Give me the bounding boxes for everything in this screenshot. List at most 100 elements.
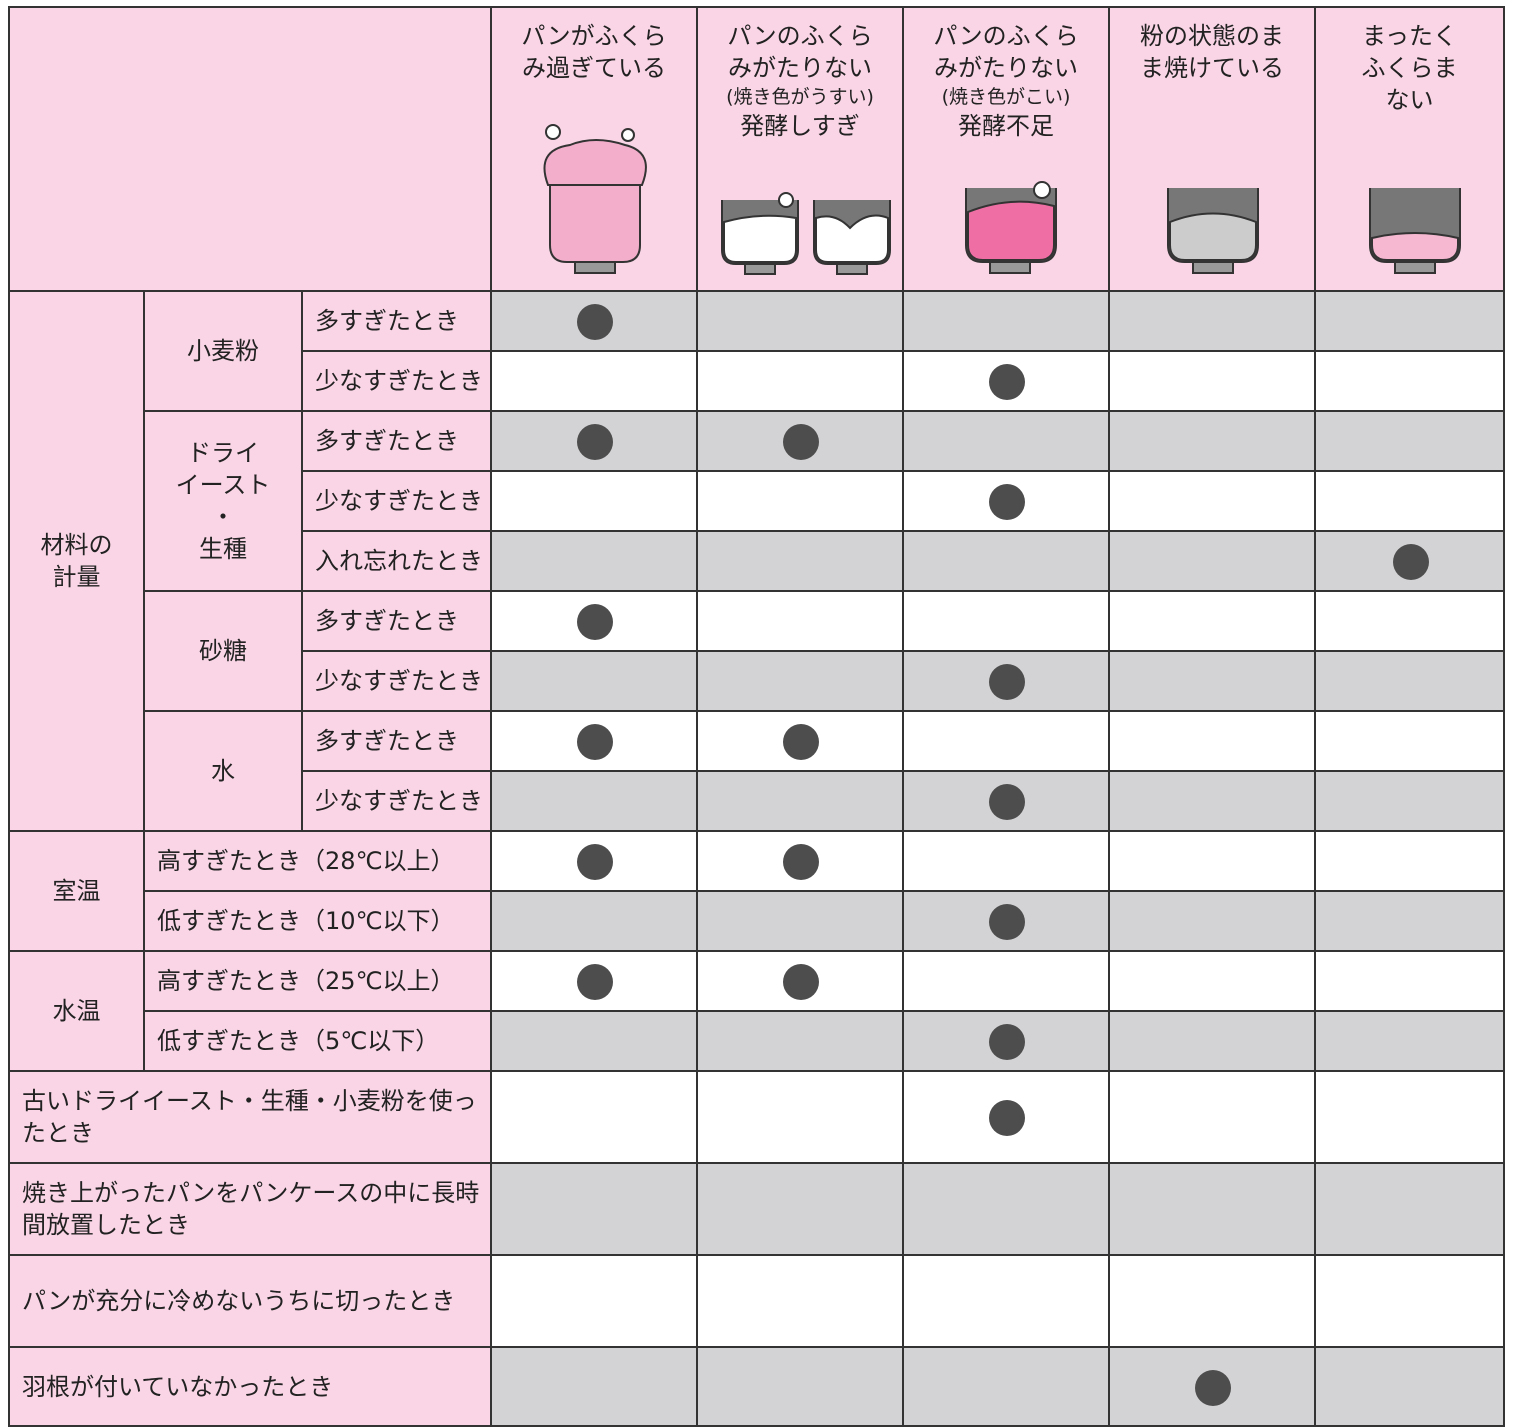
data-cell — [1316, 1348, 1505, 1427]
data-cell — [1110, 772, 1316, 832]
column-header: パンのふくら みがたりない (焼き色がこい) 発酵不足 — [904, 8, 1110, 292]
mark-dot — [989, 784, 1025, 820]
header-title: まったく ふくらま ない — [1361, 22, 1458, 114]
data-cell — [1316, 712, 1505, 772]
header-note: (焼き色がうすい) — [726, 86, 874, 108]
row-label: 高すぎたとき（25℃以上） — [145, 952, 492, 1012]
data-cell — [492, 1348, 698, 1427]
data-cell — [1316, 832, 1505, 892]
data-cell — [492, 472, 698, 532]
data-cell — [698, 772, 904, 832]
data-cell — [1316, 1256, 1505, 1348]
row-label: 古いドライイースト・生種・小麦粉を使ったとき — [10, 1072, 492, 1164]
data-cell — [1316, 1164, 1505, 1256]
data-cell — [1110, 892, 1316, 952]
header-title: パンがふくら み過ぎている — [521, 22, 667, 82]
column-header: まったく ふくらま ない — [1316, 8, 1505, 292]
mark-dot — [783, 844, 819, 880]
mark-dot — [783, 964, 819, 1000]
data-cell — [1316, 1072, 1505, 1164]
data-cell — [492, 892, 698, 952]
data-cell — [698, 1256, 904, 1348]
data-cell — [1316, 352, 1505, 412]
data-cell — [492, 1072, 698, 1164]
mark-dot — [1392, 544, 1429, 580]
data-cell — [698, 592, 904, 652]
data-cell — [492, 1256, 698, 1348]
row-label: パンが充分に冷めないうちに切ったとき — [10, 1256, 492, 1348]
mark-dot — [989, 484, 1025, 520]
column-header: パンのふくら みがたりない (焼き色がうすい) 発酵しすぎ — [698, 8, 904, 292]
header-title: 粉の状態のま ま焼けている — [1140, 22, 1284, 82]
data-cell — [492, 532, 698, 592]
data-cell — [904, 412, 1110, 472]
subgroup-label: ドライ イースト ・ 生種 — [145, 412, 303, 592]
data-cell — [1110, 952, 1316, 1012]
mark-dot — [577, 724, 613, 760]
data-cell — [1110, 352, 1316, 412]
data-cell — [1316, 892, 1505, 952]
row-label: 多すぎたとき — [303, 712, 492, 772]
data-cell — [492, 1164, 698, 1256]
data-cell — [1316, 592, 1505, 652]
column-header: パンがふくら み過ぎている — [492, 8, 698, 292]
data-cell — [492, 1012, 698, 1072]
row-label: 羽根が付いていなかったとき — [10, 1348, 492, 1427]
data-cell — [492, 652, 698, 712]
mark-dot — [989, 904, 1025, 940]
row-label: 焼き上がったパンをパンケースの中に長時間放置したとき — [10, 1164, 492, 1256]
mark-dot — [577, 304, 613, 340]
header-title: パンのふくら みがたりない — [727, 22, 873, 82]
data-cell — [904, 832, 1110, 892]
mark-dot — [989, 364, 1025, 400]
subgroup-label: 小麦粉 — [145, 292, 303, 412]
mark-dot — [577, 844, 613, 880]
data-cell — [904, 652, 1110, 712]
mark-dot — [783, 724, 819, 760]
table-border-top — [10, 6, 1505, 8]
data-cell — [1110, 1256, 1316, 1348]
data-cell — [1110, 412, 1316, 472]
row-label: 少なすぎたとき — [303, 652, 492, 712]
data-cell — [904, 712, 1110, 772]
data-cell — [904, 952, 1110, 1012]
data-cell — [698, 292, 904, 352]
data-cell — [904, 1256, 1110, 1348]
data-cell — [904, 292, 1110, 352]
data-cell — [1316, 952, 1505, 1012]
column-header: 粉の状態のま ま焼けている — [1110, 8, 1316, 292]
section-label: 水温 — [10, 952, 145, 1072]
mark-dot — [989, 1100, 1025, 1136]
data-cell — [1316, 1012, 1505, 1072]
table-border-left — [8, 6, 10, 1427]
data-cell — [698, 1012, 904, 1072]
data-cell — [698, 1072, 904, 1164]
data-cell — [1316, 292, 1505, 352]
row-label: 多すぎたとき — [303, 292, 492, 352]
data-cell — [698, 1348, 904, 1427]
data-cell — [1316, 772, 1505, 832]
mark-dot — [577, 604, 613, 640]
data-cell — [492, 352, 698, 412]
subgroup-label: 水 — [145, 712, 303, 832]
data-cell — [698, 1164, 904, 1256]
header-corner — [10, 8, 492, 292]
subgroup-label: 砂糖 — [145, 592, 303, 712]
data-cell — [1110, 1072, 1316, 1164]
mark-dot — [1195, 1369, 1231, 1406]
data-cell — [698, 352, 904, 412]
data-cell — [1316, 652, 1505, 712]
row-label: 入れ忘れたとき — [303, 532, 492, 592]
data-cell — [1110, 532, 1316, 592]
row-label: 高すぎたとき（28℃以上） — [145, 832, 492, 892]
row-label: 少なすぎたとき — [303, 472, 492, 532]
data-cell — [1110, 1164, 1316, 1256]
header-title: パンのふくら みがたりない — [933, 22, 1079, 82]
section-label: 室温 — [10, 832, 145, 952]
data-cell — [1110, 712, 1316, 772]
row-label: 少なすぎたとき — [303, 772, 492, 832]
data-cell — [1110, 1012, 1316, 1072]
data-cell — [1316, 472, 1505, 532]
header-note: (焼き色がこい) — [941, 86, 1071, 108]
